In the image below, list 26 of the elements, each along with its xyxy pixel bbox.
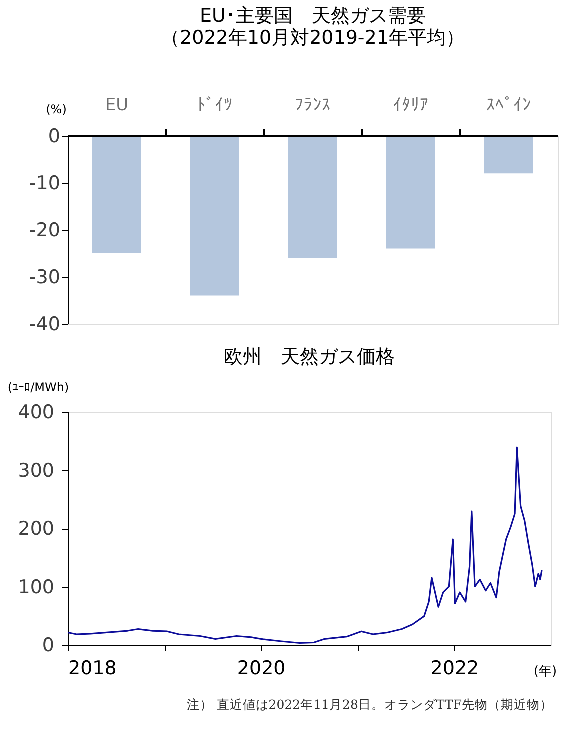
x-tick-label: ﾄﾞｲﾂ [197,96,233,116]
y-axis-title: (%) [46,102,67,116]
y-tick-label: 100 [18,576,54,598]
y-tick-label: -40 [29,314,60,336]
x-tick-label: 2018 [68,658,117,680]
x-tick-label: 2020 [237,658,286,680]
x-tick-label: 2022 [430,658,480,680]
y-tick-label: -20 [29,220,60,242]
y-tick-label: -30 [29,266,60,288]
x-tick-label: ﾌﾗﾝｽ [295,96,331,116]
chart-title: 欧州 天然ガス価格 [224,346,395,368]
x-tick-label: ｽﾍﾟｲﾝ [486,96,532,116]
x-axis-title: (年) [534,664,558,680]
line-series [67,446,543,644]
y-tick-label: 300 [18,460,54,482]
y-tick-label: -10 [29,172,60,194]
text: 注） 直近値は2022年11月28日。オランダTTF先物（期近物） [186,697,553,712]
chart-title: EU･主要国 天然ガス需要 [200,5,426,27]
y-tick-label: 0 [48,126,60,148]
y-tick-label: 400 [18,402,54,424]
chart-subtitle: （2022年10月対2019-21年平均） [161,27,465,49]
x-tick-label: EU [105,96,129,116]
x-tick-label: ｲﾀﾘｱ [393,96,429,116]
y-tick-label: 200 [18,518,54,540]
y-tick-label: 0 [42,634,54,656]
y-axis-title: (ﾕｰﾛ/MWh) [8,380,70,394]
